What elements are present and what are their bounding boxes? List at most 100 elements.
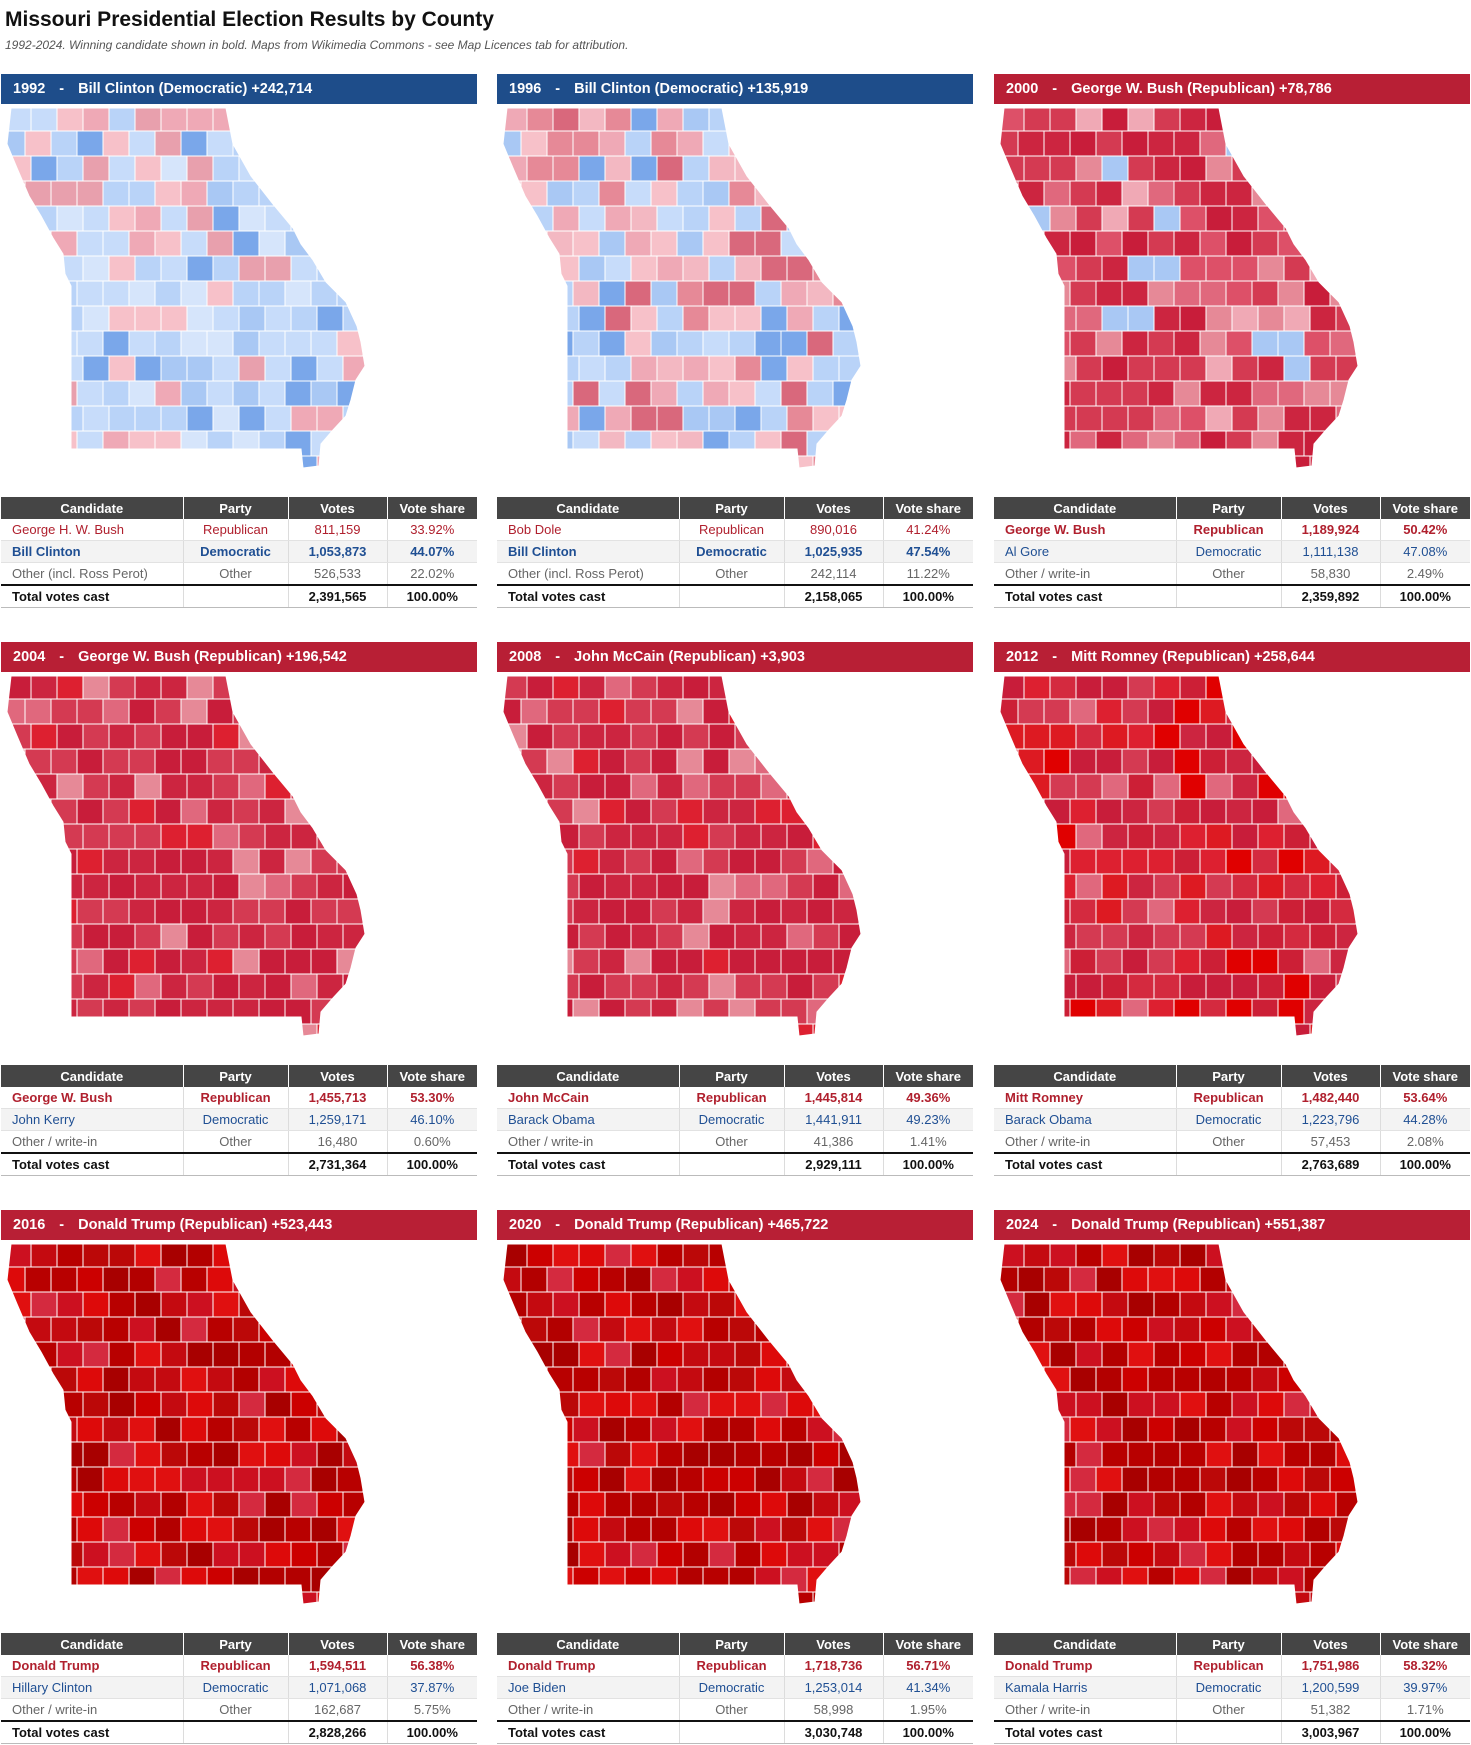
- total-party-empty: [1176, 1152, 1282, 1176]
- party-name: Democratic: [1176, 540, 1282, 563]
- candidate-row: Bill Clinton Democratic 1,025,935 47.54%: [497, 540, 973, 563]
- candidate-row: Donald Trump Republican 1,594,511 56.38%: [1, 1655, 477, 1677]
- candidate-name: Other / write-in: [497, 1130, 680, 1154]
- vote-count: 57,453: [1281, 1130, 1381, 1154]
- column-header: Vote share: [1380, 1633, 1470, 1655]
- column-header: Candidate: [497, 497, 680, 519]
- banner-separator: -: [1052, 649, 1058, 665]
- column-header: Party: [183, 497, 289, 519]
- vote-count: 1,053,873: [288, 540, 388, 563]
- election-panel-2020: 2020- Donald Trump (Republican) +465,722 C…: [497, 1210, 973, 1744]
- party-name: Democratic: [679, 1108, 785, 1131]
- vote-count: 1,482,440: [1281, 1087, 1381, 1109]
- results-table: Candidate Party Votes Vote share George H. W…: [1, 497, 477, 608]
- result-banner: 2000- George W. Bush (Republican) +78,786: [994, 74, 1470, 104]
- result-banner: 2008- John McCain (Republican) +3,903: [497, 642, 973, 672]
- banner-separator: -: [59, 81, 65, 97]
- total-row: Total votes cast 2,763,689 100.00%: [994, 1152, 1470, 1176]
- column-header: Candidate: [1, 497, 184, 519]
- county-map: [502, 1243, 862, 1605]
- total-share: 100.00%: [387, 584, 477, 608]
- column-header: Vote share: [1380, 1065, 1470, 1087]
- results-table: Candidate Party Votes Vote share Bob Dole Rep…: [497, 497, 973, 608]
- candidate-name: John Kerry: [1, 1108, 184, 1131]
- candidate-name: Joe Biden: [497, 1676, 680, 1699]
- total-label: Total votes cast: [994, 1720, 1177, 1744]
- total-share: 100.00%: [883, 1152, 973, 1176]
- banner-year: 2016: [13, 1217, 46, 1233]
- page-title: Missouri Presidential Election Results b…: [5, 8, 494, 31]
- total-votes: 2,929,111: [784, 1152, 884, 1176]
- column-header: Votes: [1281, 1633, 1381, 1655]
- result-banner: 1992- Bill Clinton (Democratic) +242,714: [1, 74, 477, 104]
- vote-count: 1,223,796: [1281, 1108, 1381, 1131]
- candidate-row: Donald Trump Republican 1,718,736 56.71%: [497, 1655, 973, 1677]
- party-name: Republican: [1176, 1655, 1282, 1677]
- party-name: Other: [679, 1130, 785, 1154]
- vote-count: 1,259,171: [288, 1108, 388, 1131]
- column-header: Votes: [1281, 1065, 1381, 1087]
- column-header: Votes: [784, 497, 884, 519]
- candidate-row: George W. Bush Republican 1,189,924 50.42%: [994, 519, 1470, 541]
- column-header: Vote share: [883, 497, 973, 519]
- total-share: 100.00%: [387, 1152, 477, 1176]
- party-name: Republican: [183, 1655, 289, 1677]
- vote-share: 2.49%: [1380, 562, 1470, 586]
- candidate-name: Donald Trump: [1, 1655, 184, 1677]
- banner-separator: -: [555, 81, 561, 97]
- candidate-name: Barack Obama: [497, 1108, 680, 1131]
- candidate-row: Other (incl. Ross Perot) Other 242,114 11.2…: [497, 562, 973, 586]
- candidate-name: Bill Clinton: [1, 540, 184, 563]
- column-header: Party: [183, 1633, 289, 1655]
- county-map: [6, 107, 366, 469]
- vote-share: 0.60%: [387, 1130, 477, 1154]
- column-header: Vote share: [883, 1633, 973, 1655]
- banner-separator: -: [555, 649, 561, 665]
- column-header: Candidate: [1, 1633, 184, 1655]
- county-map: [999, 675, 1359, 1037]
- column-header: Votes: [784, 1633, 884, 1655]
- vote-share: 47.08%: [1380, 540, 1470, 563]
- column-header: Votes: [1281, 497, 1381, 519]
- column-header: Votes: [784, 1065, 884, 1087]
- total-party-empty: [1176, 584, 1282, 608]
- vote-count: 1,200,599: [1281, 1676, 1381, 1699]
- total-party-empty: [183, 1720, 289, 1744]
- candidate-row: Hillary Clinton Democratic 1,071,068 37.87%: [1, 1676, 477, 1699]
- candidate-row: Joe Biden Democratic 1,253,014 41.34%: [497, 1676, 973, 1699]
- column-header: Party: [679, 1633, 785, 1655]
- banner-year: 1992: [13, 81, 46, 97]
- column-header: Vote share: [1380, 497, 1470, 519]
- total-row: Total votes cast 2,359,892 100.00%: [994, 584, 1470, 608]
- candidate-row: George H. W. Bush Republican 811,159 33.92%: [1, 519, 477, 541]
- party-name: Other: [679, 562, 785, 586]
- banner-headline: Bill Clinton (Democratic) +135,919: [574, 81, 809, 97]
- total-party-empty: [1176, 1720, 1282, 1744]
- total-label: Total votes cast: [497, 1720, 680, 1744]
- vote-share: 1.95%: [883, 1698, 973, 1722]
- county-map: [502, 107, 862, 469]
- total-row: Total votes cast 2,929,111 100.00%: [497, 1152, 973, 1176]
- total-votes: 2,828,266: [288, 1720, 388, 1744]
- vote-share: 53.30%: [387, 1087, 477, 1109]
- results-table: Candidate Party Votes Vote share Mitt Romney…: [994, 1065, 1470, 1176]
- result-banner: 2016- Donald Trump (Republican) +523,443: [1, 1210, 477, 1240]
- county-map: [999, 107, 1359, 469]
- candidate-name: Mitt Romney: [994, 1087, 1177, 1109]
- candidate-name: George W. Bush: [994, 519, 1177, 541]
- vote-share: 2.08%: [1380, 1130, 1470, 1154]
- total-party-empty: [679, 1720, 785, 1744]
- total-row: Total votes cast 2,828,266 100.00%: [1, 1720, 477, 1744]
- vote-share: 1.71%: [1380, 1698, 1470, 1722]
- candidate-row: Mitt Romney Republican 1,482,440 53.64%: [994, 1087, 1470, 1109]
- vote-share: 44.07%: [387, 540, 477, 563]
- vote-count: 51,382: [1281, 1698, 1381, 1722]
- candidate-row: Barack Obama Democratic 1,441,911 49.23%: [497, 1108, 973, 1131]
- vote-share: 58.32%: [1380, 1655, 1470, 1677]
- column-header: Vote share: [387, 497, 477, 519]
- total-votes: 2,731,364: [288, 1152, 388, 1176]
- total-share: 100.00%: [883, 1720, 973, 1744]
- banner-year: 2004: [13, 649, 46, 665]
- vote-share: 49.23%: [883, 1108, 973, 1131]
- party-name: Democratic: [679, 1676, 785, 1699]
